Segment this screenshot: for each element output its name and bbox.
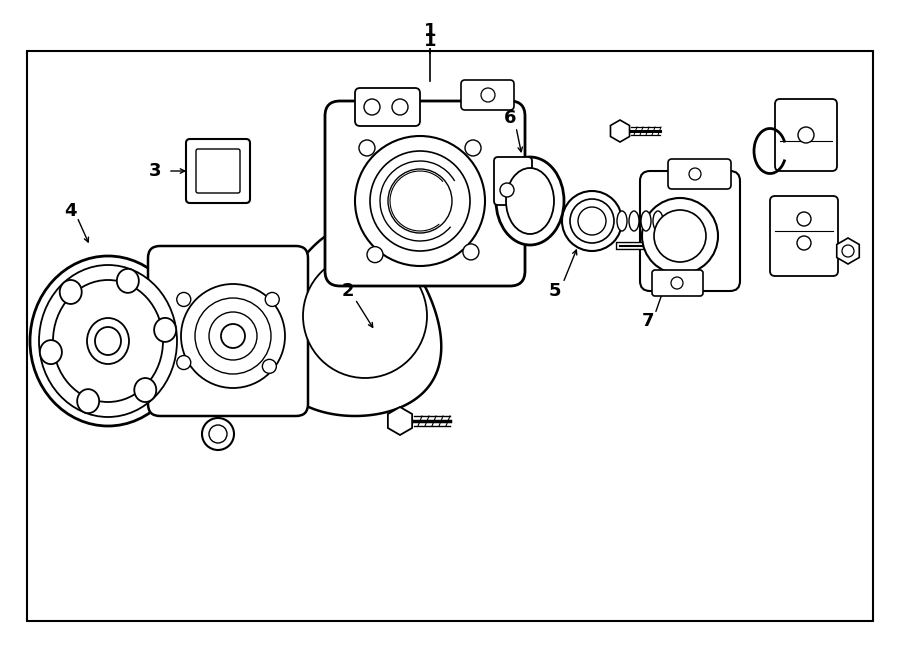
Circle shape [682, 213, 698, 229]
Ellipse shape [496, 157, 564, 245]
FancyBboxPatch shape [186, 139, 250, 203]
Ellipse shape [117, 269, 139, 293]
FancyBboxPatch shape [668, 159, 731, 189]
Ellipse shape [77, 389, 99, 413]
FancyBboxPatch shape [494, 157, 532, 205]
Circle shape [798, 127, 814, 143]
FancyBboxPatch shape [775, 99, 837, 171]
Circle shape [578, 207, 606, 235]
Circle shape [797, 212, 811, 226]
Circle shape [654, 210, 706, 262]
Ellipse shape [39, 265, 177, 417]
Ellipse shape [154, 318, 176, 342]
Circle shape [195, 298, 271, 374]
Text: 2: 2 [342, 282, 355, 300]
Ellipse shape [629, 211, 639, 231]
FancyBboxPatch shape [770, 196, 838, 276]
Circle shape [570, 199, 614, 243]
Circle shape [355, 136, 485, 266]
Text: 5: 5 [549, 282, 562, 300]
FancyBboxPatch shape [461, 80, 514, 110]
Polygon shape [269, 226, 441, 416]
FancyBboxPatch shape [640, 171, 740, 291]
Circle shape [266, 292, 279, 307]
Circle shape [562, 191, 622, 251]
Circle shape [388, 169, 452, 233]
Ellipse shape [30, 256, 186, 426]
FancyBboxPatch shape [325, 101, 525, 286]
Circle shape [370, 151, 470, 251]
Circle shape [176, 292, 191, 307]
Circle shape [500, 183, 514, 197]
Circle shape [671, 277, 683, 289]
Circle shape [842, 245, 854, 257]
Circle shape [181, 284, 285, 388]
Circle shape [465, 140, 481, 156]
Ellipse shape [134, 378, 157, 402]
Ellipse shape [95, 327, 121, 355]
Circle shape [364, 99, 380, 115]
Circle shape [642, 198, 718, 274]
Ellipse shape [506, 168, 554, 234]
Text: 4: 4 [64, 202, 76, 220]
Text: 3: 3 [148, 162, 161, 180]
Bar [27, 51, 873, 621]
Ellipse shape [617, 211, 627, 231]
Ellipse shape [53, 280, 163, 402]
Ellipse shape [59, 280, 82, 304]
Polygon shape [388, 407, 412, 435]
Circle shape [176, 356, 191, 369]
Circle shape [359, 140, 375, 156]
FancyBboxPatch shape [652, 270, 703, 296]
Circle shape [392, 99, 408, 115]
Text: 1: 1 [424, 32, 436, 50]
Circle shape [221, 324, 245, 348]
Circle shape [209, 425, 227, 443]
Ellipse shape [40, 340, 62, 364]
Text: 7: 7 [642, 312, 654, 330]
Circle shape [689, 168, 701, 180]
Circle shape [797, 236, 811, 250]
FancyBboxPatch shape [196, 149, 240, 193]
Polygon shape [837, 238, 859, 264]
Circle shape [367, 247, 383, 262]
Ellipse shape [641, 211, 651, 231]
Circle shape [202, 418, 234, 450]
Circle shape [481, 88, 495, 102]
Circle shape [303, 254, 427, 378]
Circle shape [463, 244, 479, 260]
Text: 1: 1 [424, 22, 436, 40]
Ellipse shape [653, 211, 663, 231]
Text: 6: 6 [504, 109, 517, 127]
Polygon shape [610, 120, 629, 142]
FancyBboxPatch shape [355, 88, 420, 126]
FancyBboxPatch shape [148, 246, 308, 416]
Ellipse shape [87, 318, 129, 364]
Circle shape [263, 360, 276, 373]
Circle shape [209, 312, 257, 360]
